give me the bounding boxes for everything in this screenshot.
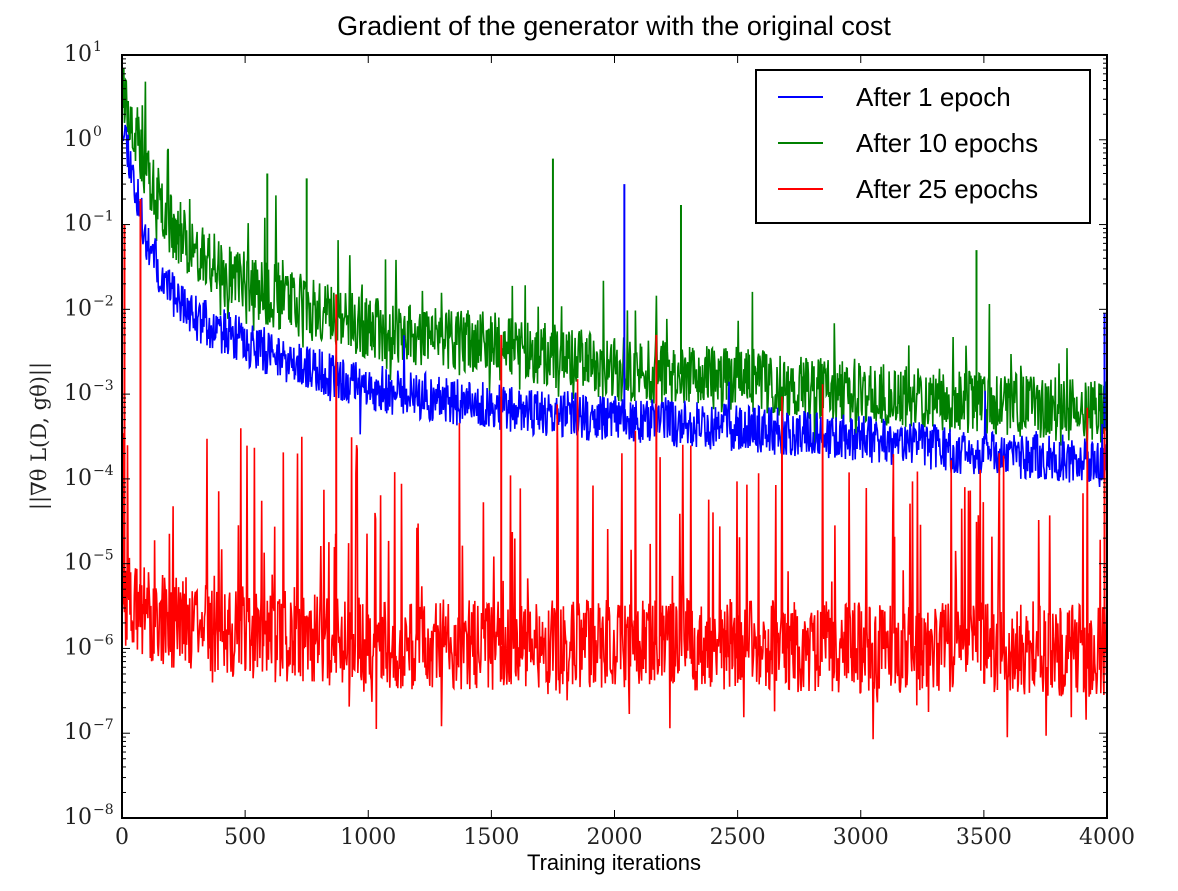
- y-tick-label: 10: [64, 466, 92, 491]
- y-tick-label: 10: [64, 212, 92, 237]
- y-tick-label: 10: [64, 720, 92, 745]
- x-tick-label: 2500: [710, 825, 766, 850]
- legend-label-25-epochs: After 25 epochs: [856, 174, 1038, 204]
- series-after-1-epoch: [122, 124, 1107, 488]
- y-tick-label: 10: [64, 296, 92, 321]
- y-tick-label: 10: [64, 127, 92, 152]
- series-layer: [122, 68, 1107, 740]
- y-tick-exponent: −1: [93, 209, 114, 225]
- y-tick-label: 10: [64, 381, 92, 406]
- series-after-25-epochs: [122, 379, 1107, 740]
- y-tick-exponent: −6: [93, 632, 114, 648]
- y-tick-exponent: −5: [93, 548, 114, 564]
- x-tick-labels: 0 500 1000 1500 2000 2500 3000 3500 4000: [115, 825, 1135, 850]
- x-tick-label: 2000: [587, 825, 643, 850]
- y-axis-label: ||∇θ L(D, gθ)||: [27, 362, 52, 510]
- axis-ticks: [121, 54, 1108, 819]
- y-tick-exponent: −2: [93, 293, 114, 309]
- x-tick-label: 4000: [1079, 825, 1135, 850]
- x-tick-label: 3500: [956, 825, 1012, 850]
- x-tick-label: 1500: [463, 825, 519, 850]
- y-tick-exponent: 1: [93, 39, 102, 55]
- x-tick-label: 3000: [833, 825, 889, 850]
- x-tick-label: 0: [115, 825, 129, 850]
- y-tick-exponent: 0: [93, 124, 102, 140]
- y-tick-label: 10: [64, 551, 92, 576]
- y-tick-exponent: −7: [93, 717, 114, 733]
- series-after-10-epochs: [122, 68, 1107, 452]
- chart-title: Gradient of the generator with the origi…: [337, 11, 891, 41]
- x-tick-label: 1000: [340, 825, 396, 850]
- legend-label-10-epochs: After 10 epochs: [856, 128, 1038, 158]
- plot-area: [121, 54, 1108, 819]
- y-tick-exponent: −4: [93, 463, 114, 479]
- y-tick-exponent: −8: [93, 802, 114, 818]
- y-tick-label: 10: [64, 805, 92, 830]
- legend: After 1 epoch After 10 epochs After 25 e…: [755, 69, 1091, 224]
- legend-box: [755, 69, 1091, 224]
- y-tick-exponent: −3: [93, 378, 114, 394]
- y-tick-label: 10: [64, 42, 92, 67]
- x-tick-label: 500: [224, 825, 266, 850]
- y-tick-label: 10: [64, 635, 92, 660]
- legend-label-1-epoch: After 1 epoch: [856, 82, 1011, 112]
- x-axis-label: Training iterations: [527, 850, 701, 875]
